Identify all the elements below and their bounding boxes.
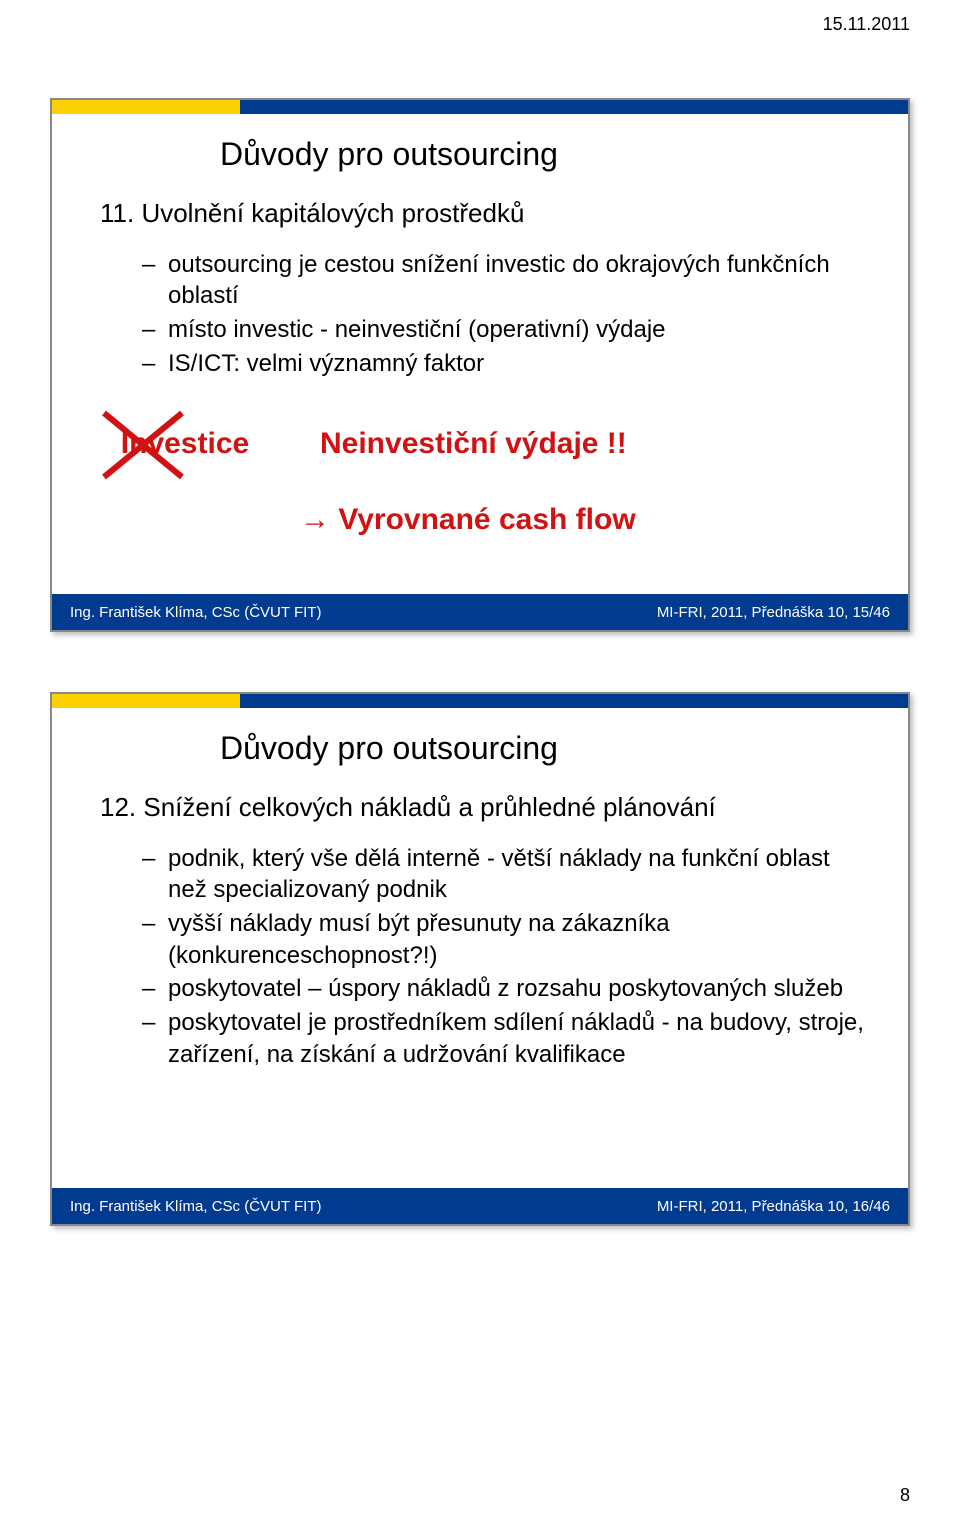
slide-frame: Důvody pro outsourcing 11. Uvolnění kapi… <box>50 98 910 632</box>
cashflow-label: → Vyrovnané cash flow <box>300 503 872 537</box>
bullet-list: outsourcing je cestou snížení investic d… <box>142 249 872 380</box>
page: 15.11.2011 Důvody pro outsourcing 11. Uv… <box>0 0 960 1526</box>
neinvesticni-label: Neinvestiční výdaje !! <box>320 427 627 461</box>
accent-bar <box>52 100 908 114</box>
footer-pageref: MI-FRI, 2011, Přednáška 10, 16/46 <box>657 1198 890 1215</box>
footer-pageref: MI-FRI, 2011, Přednáška 10, 15/46 <box>657 604 890 621</box>
slide-footer: Ing. František Klíma, CSc (ČVUT FIT) MI-… <box>52 1188 908 1224</box>
page-number: 8 <box>900 1485 910 1506</box>
accent-blue <box>240 100 908 114</box>
header-date: 15.11.2011 <box>823 14 910 35</box>
list-item: IS/ICT: velmi významný faktor <box>142 348 872 380</box>
footer-author: Ing. František Klíma, CSc (ČVUT FIT) <box>70 1198 321 1215</box>
slide-title: Důvody pro outsourcing <box>220 136 872 173</box>
accent-yellow <box>52 694 240 708</box>
bullet-list: podnik, který vše dělá interně - větší n… <box>142 843 872 1071</box>
slide-2: Důvody pro outsourcing 12. Snížení celko… <box>50 692 910 1226</box>
list-item: poskytovatel je prostředníkem sdílení ná… <box>142 1007 872 1070</box>
invest-row: Investice Neinvestiční výdaje !! <box>110 415 872 473</box>
slide-body: Důvody pro outsourcing 11. Uvolnění kapi… <box>52 114 908 594</box>
slide-frame: Důvody pro outsourcing 12. Snížení celko… <box>50 692 910 1226</box>
investice-label: Investice <box>121 427 249 461</box>
investice-crossed: Investice <box>110 415 260 473</box>
list-item: poskytovatel – úspory nákladů z rozsahu … <box>142 973 872 1005</box>
list-item: místo investic - neinvestiční (operativn… <box>142 314 872 346</box>
slide-1: Důvody pro outsourcing 11. Uvolnění kapi… <box>50 98 910 632</box>
list-item: podnik, který vše dělá interně - větší n… <box>142 843 872 906</box>
list-item: vyšší náklady musí být přesunuty na záka… <box>142 908 872 971</box>
accent-yellow <box>52 100 240 114</box>
footer-author: Ing. František Klíma, CSc (ČVUT FIT) <box>70 604 321 621</box>
numbered-heading: 11. Uvolnění kapitálových prostředků <box>100 197 872 231</box>
numbered-heading: 12. Snížení celkových nákladů a průhledn… <box>100 791 872 825</box>
slide-title: Důvody pro outsourcing <box>220 730 872 767</box>
accent-blue <box>240 694 908 708</box>
accent-bar <box>52 694 908 708</box>
slide-body: Důvody pro outsourcing 12. Snížení celko… <box>52 708 908 1188</box>
list-item: outsourcing je cestou snížení investic d… <box>142 249 872 312</box>
slide-footer: Ing. František Klíma, CSc (ČVUT FIT) MI-… <box>52 594 908 630</box>
